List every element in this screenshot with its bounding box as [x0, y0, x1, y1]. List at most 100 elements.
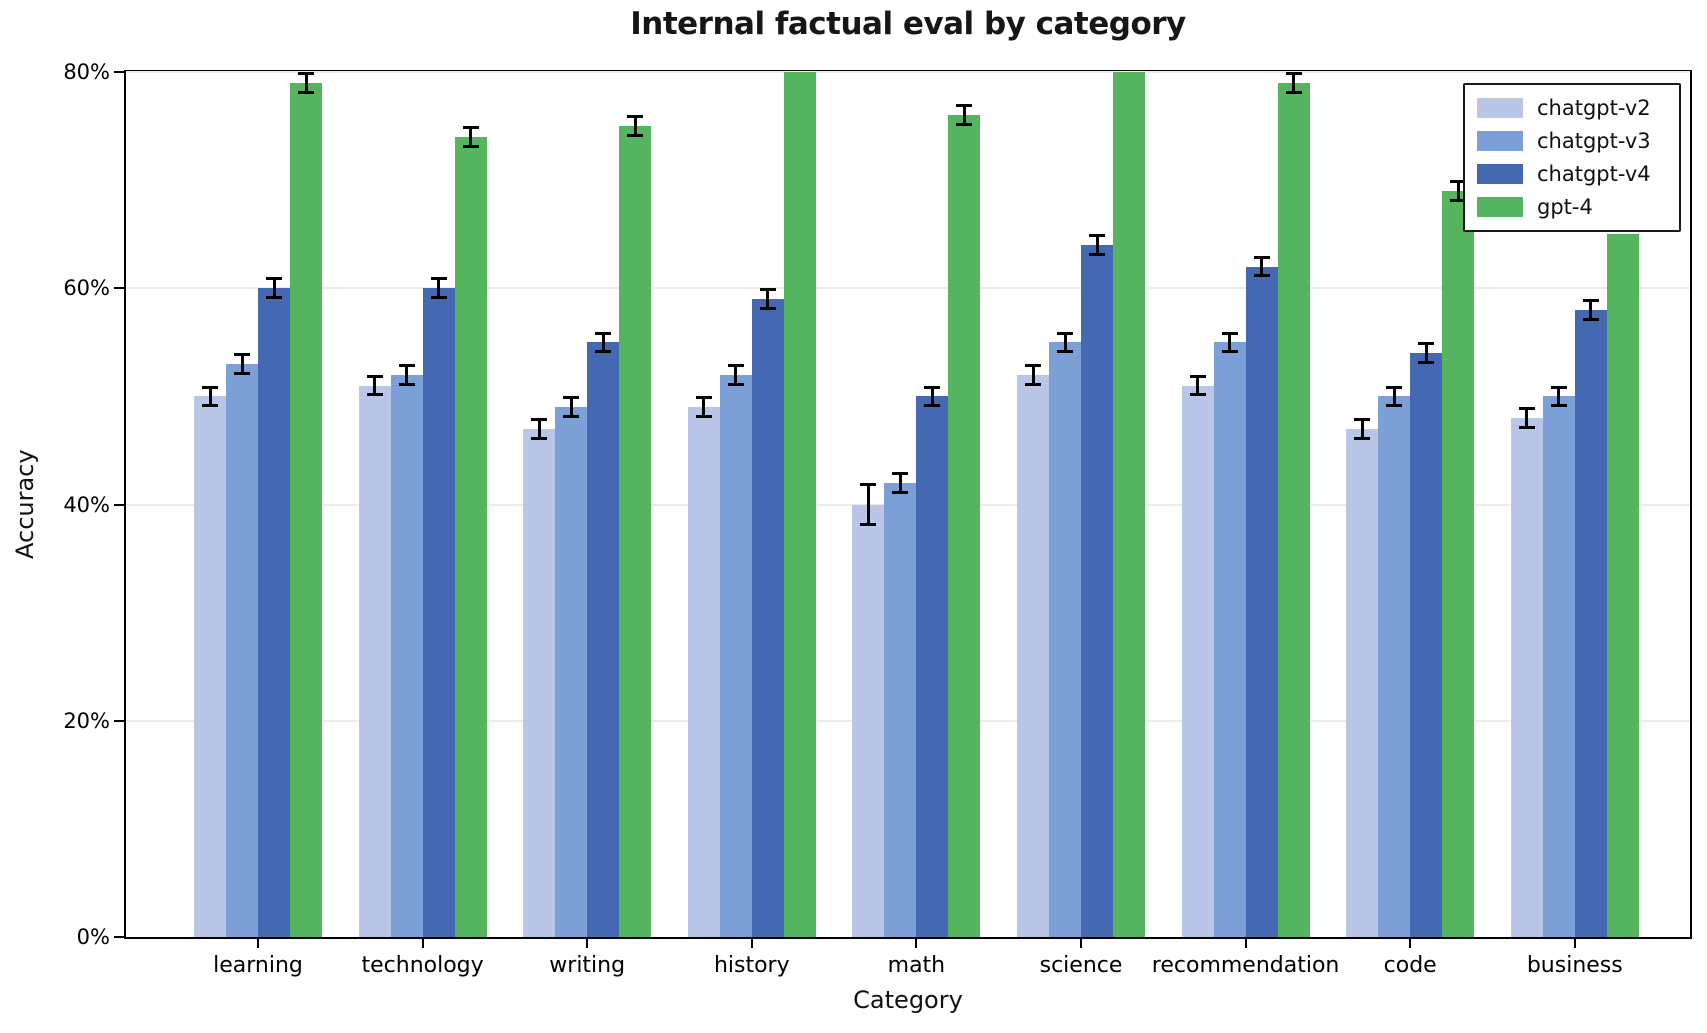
bar-chatgpt-v4-business [1574, 309, 1607, 937]
bar-chatgpt-v4-learning [258, 288, 290, 937]
errorbar-chatgpt-v2-learning [208, 385, 212, 408]
errorbar-chatgpt-v3-technology [405, 363, 409, 386]
legend-label: chatgpt-v4 [1537, 162, 1651, 187]
bar-chatgpt-v3-recommendation [1213, 342, 1246, 937]
errorbar-cap-bottom-chatgpt-v2-technology [366, 393, 383, 397]
bar-chatgpt-v2-science [1017, 374, 1049, 937]
legend-item: chatgpt-v3 [1477, 129, 1667, 153]
y-tick-label-80: 80% [63, 60, 110, 84]
bar-chatgpt-v4-science [1081, 245, 1113, 937]
legend-label: chatgpt-v2 [1537, 95, 1651, 120]
bar-chatgpt-v3-writing [555, 407, 588, 937]
errorbar-cap-top-gpt-4-code [1450, 180, 1467, 184]
legend: chatgpt-v2 chatgpt-v3 chatgpt-v4 gpt-4 [1463, 83, 1681, 232]
bar-chatgpt-v3-math [884, 482, 917, 937]
errorbar-chatgpt-v4-recommendation [1260, 255, 1264, 278]
legend-swatch-gpt-4 [1477, 197, 1523, 218]
x-tick-label-recommendation: recommendation [1151, 953, 1340, 978]
x-tick-history [750, 939, 753, 948]
errorbar-cap-bottom-chatgpt-v3-technology [398, 382, 415, 386]
errorbar-chatgpt-v3-learning [240, 353, 244, 375]
errorbar-cap-top-chatgpt-v4-recommendation [1253, 255, 1270, 259]
errorbar-cap-top-chatgpt-v2-business [1518, 407, 1535, 411]
bar-gpt-4-code [1442, 190, 1475, 937]
errorbar-cap-bottom-chatgpt-v2-recommendation [1189, 393, 1206, 397]
errorbar-cap-bottom-chatgpt-v3-business [1550, 404, 1567, 408]
bar-chatgpt-v2-technology [358, 385, 391, 937]
errorbar-cap-bottom-chatgpt-v2-writing [531, 436, 548, 440]
x-tick-code [1409, 939, 1412, 948]
errorbar-cap-top-chatgpt-v4-science [1089, 234, 1105, 238]
errorbar-cap-bottom-chatgpt-v3-history [727, 382, 744, 386]
x-tick-label-business: business [1526, 953, 1623, 978]
errorbar-cap-bottom-chatgpt-v4-code [1418, 360, 1435, 364]
bar-chatgpt-v2-history [687, 407, 720, 937]
bar-gpt-4-technology [454, 136, 487, 937]
errorbar-cap-bottom-gpt-4-writing [627, 133, 644, 137]
errorbar-cap-top-chatgpt-v2-math [860, 482, 877, 486]
bar-chatgpt-v3-code [1378, 396, 1411, 937]
y-tick-80 [114, 71, 124, 73]
bar-chatgpt-v4-recommendation [1245, 266, 1278, 937]
errorbar-cap-top-chatgpt-v3-history [727, 363, 744, 367]
bar-gpt-4-math [948, 115, 981, 937]
errorbar-cap-top-chatgpt-v3-science [1057, 331, 1073, 335]
errorbar-cap-bottom-chatgpt-v4-learning [266, 296, 282, 300]
gridline-60 [126, 287, 1690, 290]
bar-gpt-4-recommendation [1277, 82, 1310, 937]
errorbar-cap-top-chatgpt-v3-recommendation [1221, 331, 1238, 335]
legend-item: chatgpt-v2 [1477, 96, 1667, 120]
bar-gpt-4-history [783, 72, 816, 937]
errorbar-cap-bottom-chatgpt-v2-learning [202, 404, 218, 408]
errorbar-cap-top-chatgpt-v3-learning [234, 353, 250, 357]
x-tick-label-writing: writing [549, 953, 626, 978]
errorbar-cap-bottom-chatgpt-v4-technology [430, 296, 447, 300]
errorbar-cap-top-chatgpt-v4-technology [430, 277, 447, 281]
bar-chatgpt-v3-learning [226, 363, 258, 937]
y-tick-60 [114, 287, 124, 290]
errorbar-gpt-4-math [962, 104, 966, 127]
x-tick-technology [421, 939, 424, 948]
errorbar-cap-bottom-chatgpt-v2-code [1354, 436, 1371, 440]
errorbar-cap-top-chatgpt-v2-history [695, 396, 712, 400]
errorbar-cap-top-gpt-4-learning [298, 72, 314, 75]
errorbar-gpt-4-writing [633, 115, 637, 137]
x-tick-math [915, 939, 918, 948]
errorbar-cap-top-gpt-4-writing [627, 115, 644, 119]
y-tick-40 [114, 503, 124, 506]
x-tick-writing [586, 939, 589, 948]
bar-chatgpt-v2-business [1510, 418, 1543, 937]
errorbar-cap-top-chatgpt-v4-math [924, 385, 941, 389]
errorbar-chatgpt-v3-science [1063, 331, 1067, 354]
errorbar-chatgpt-v4-math [930, 385, 934, 408]
bar-chatgpt-v2-writing [523, 428, 556, 937]
errorbar-cap-bottom-chatgpt-v3-learning [234, 371, 250, 375]
errorbar-cap-bottom-gpt-4-recommendation [1285, 90, 1302, 94]
errorbar-cap-top-chatgpt-v2-science [1025, 363, 1041, 367]
errorbar-cap-bottom-chatgpt-v4-math [924, 404, 941, 408]
errorbar-gpt-4-code [1456, 180, 1460, 202]
errorbar-cap-top-chatgpt-v3-writing [563, 396, 580, 400]
errorbar-cap-top-gpt-4-technology [462, 126, 479, 130]
errorbar-cap-top-chatgpt-v2-code [1354, 418, 1371, 421]
errorbar-cap-bottom-chatgpt-v4-recommendation [1253, 274, 1270, 278]
gridline-80 [126, 71, 1690, 73]
errorbar-chatgpt-v3-math [898, 472, 902, 494]
x-tick-label-technology: technology [361, 953, 484, 978]
chart-title: Internal factual eval by category [630, 6, 1186, 42]
x-axis-label: Category [853, 986, 963, 1014]
bar-chatgpt-v4-technology [422, 288, 455, 937]
errorbar-cap-bottom-chatgpt-v3-recommendation [1221, 350, 1238, 354]
bar-chatgpt-v4-history [751, 299, 784, 937]
errorbar-chatgpt-v2-code [1360, 418, 1364, 440]
errorbar-cap-top-chatgpt-v4-code [1418, 342, 1435, 346]
errorbar-cap-top-chatgpt-v2-learning [202, 385, 218, 389]
errorbar-chatgpt-v4-writing [601, 331, 605, 354]
y-tick-label-20: 20% [63, 708, 110, 733]
bar-gpt-4-writing [619, 126, 652, 937]
errorbar-cap-bottom-chatgpt-v2-business [1518, 425, 1535, 429]
errorbar-cap-top-chatgpt-v2-technology [366, 374, 383, 378]
x-tick-business [1573, 939, 1576, 948]
errorbar-chatgpt-v4-history [766, 288, 770, 310]
